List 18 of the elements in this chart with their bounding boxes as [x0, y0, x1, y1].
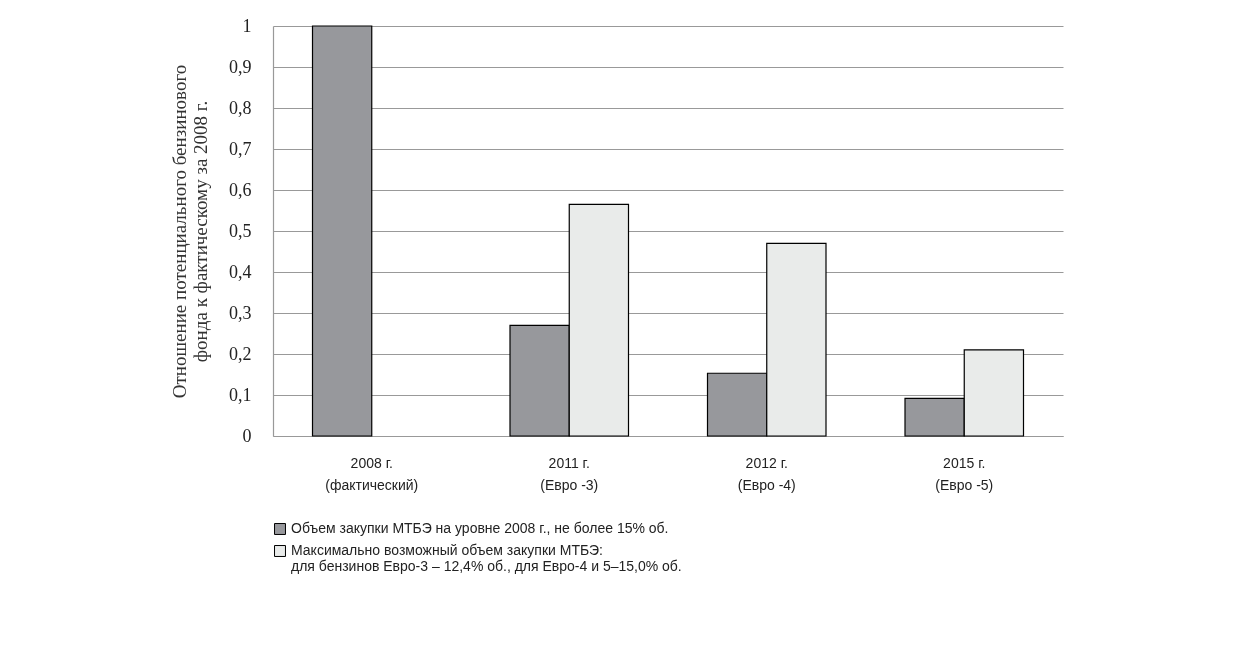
y-tick-label: 0,7	[229, 138, 252, 159]
x-tick-label: 2012 г. (Евро -4)	[737, 454, 796, 493]
legend-label: Объем закупки МТБЭ на уровне 2008 г., не более 15% об.	[291, 520, 669, 536]
y-tick-label: 0,2	[229, 343, 252, 364]
y-tick-label: 0,8	[229, 97, 252, 118]
y-tick-label: 0	[242, 425, 252, 446]
y-tick-label: 0,3	[229, 302, 252, 323]
y-tick-label: 0,1	[229, 384, 252, 405]
legend-label: Максимально возможный объем закупки МТБЭ: для бензинов Евро-3 – 12,4% об., для Евро-4 и 5–15,0% об.	[291, 542, 682, 574]
x-tick-label: 2008 г. (фактический)	[325, 454, 419, 493]
x-tick-label: 2011 г. (Евро -3)	[540, 454, 599, 493]
y-tick-label: 0,6	[229, 179, 252, 200]
y-tick-label: 0,4	[229, 261, 252, 282]
y-tick-label: 1	[242, 15, 252, 36]
x-tick-label: 2015 г. (Евро -5)	[935, 454, 994, 493]
y-tick-label: 0,5	[229, 220, 252, 241]
y-tick-label: 0,9	[229, 56, 252, 77]
y-axis-title: Отношение потенциального бензинового фонда к фактическому за 2008 г.	[169, 64, 211, 399]
